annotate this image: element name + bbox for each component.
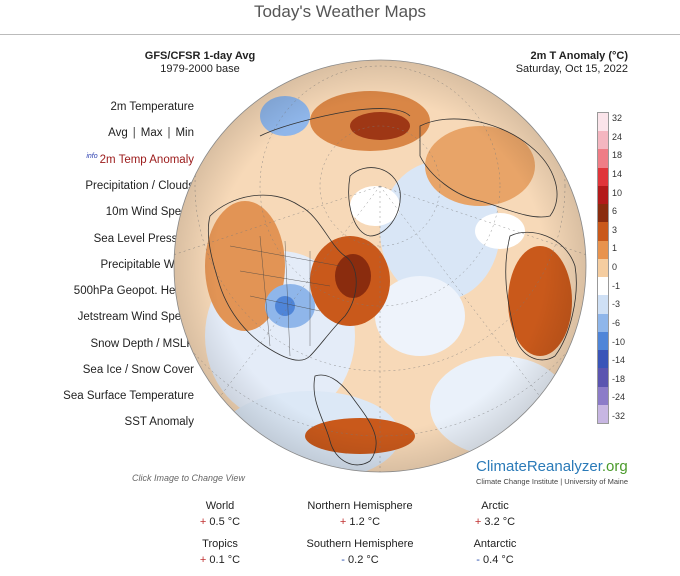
stat-tropics: Tropics + 0.1 °C: [145, 536, 295, 568]
menu-sea-ice[interactable]: Sea Ice / Snow Cover: [82, 364, 194, 376]
page-title: Today's Weather Maps: [0, 0, 680, 35]
click-hint: Click Image to Change View: [132, 473, 245, 483]
stat-world-label: World: [205, 500, 235, 512]
color-scale-swatch: [598, 295, 608, 315]
menu-sea-surface-temp[interactable]: Sea Surface Temperature: [63, 390, 194, 402]
stat-arctic: Arctic + 3.2 °C: [420, 498, 570, 530]
color-scale-swatch: [598, 258, 608, 278]
stat-antarctic-label: Antarctic: [473, 538, 517, 550]
stat-sh-label: Southern Hemisphere: [306, 538, 414, 550]
menu-geopotential-height[interactable]: 500hPa Geopot. Height: [73, 285, 194, 297]
data-source-label: GFS/CFSR 1-day Avg 1979-2000 base: [140, 50, 260, 76]
stat-tropics-sign: +: [199, 554, 207, 566]
menu-precipitable-water[interactable]: Precipitable Water: [100, 259, 194, 271]
color-scale-label: -24: [612, 392, 626, 403]
color-scale-swatch: [598, 404, 608, 424]
stat-southern-hemisphere: Southern Hemisphere - 0.2 °C: [285, 536, 435, 568]
color-scale-swatch: [598, 149, 608, 169]
color-scale-label: 24: [612, 131, 623, 142]
color-scale-swatch: [598, 368, 608, 388]
color-scale-label: 3: [612, 224, 618, 235]
stat-world: World + 0.5 °C: [145, 498, 295, 530]
color-scale-bar: [597, 112, 609, 424]
color-scale-label: 14: [612, 168, 623, 179]
color-scale-swatch: [598, 204, 608, 223]
menu-snow-depth[interactable]: Snow Depth / MSLP: [90, 338, 194, 350]
color-scale-label: 18: [612, 150, 623, 161]
color-scale-swatch: [598, 350, 608, 369]
stat-northern-hemisphere: Northern Hemisphere + 1.2 °C: [285, 498, 435, 530]
menu-sea-level-pressure[interactable]: Sea Level Pressure: [93, 233, 194, 245]
color-scale-label: 0: [612, 262, 618, 272]
color-scale-label: 10: [612, 187, 623, 198]
info-link[interactable]: info: [86, 153, 98, 160]
stat-sh-value: 0.2 °C: [348, 554, 379, 566]
color-scale-label: -18: [612, 373, 626, 384]
stat-antarctic-sign: -: [476, 554, 480, 566]
map-date: Saturday, Oct 15, 2022: [515, 63, 628, 75]
color-scale-label: 1: [612, 243, 618, 254]
menu-precipitation[interactable]: Precipitation / Clouds: [85, 180, 194, 192]
menu-min[interactable]: Min: [175, 127, 194, 139]
menu-2m-temp-anomaly[interactable]: info 2m Temp Anomaly: [86, 153, 194, 166]
variable-name: 2m T Anomaly (°C): [530, 50, 628, 62]
color-scale-label: -1: [612, 280, 621, 291]
color-scale-swatch: [598, 185, 608, 205]
stat-tropics-value: 0.1 °C: [209, 554, 241, 566]
anomaly-globe-map[interactable]: [170, 56, 590, 476]
stat-nh-label: Northern Hemisphere: [307, 500, 413, 512]
color-scale-legend: 32 24 18 14 10 6 3 1 0 -1 -3 -6 -10 -14 -18 -24 -32: [597, 112, 625, 424]
source-baseline: 1979-2000 base: [160, 63, 240, 75]
brand-logo[interactable]: ClimateReanalyzer.org: [476, 458, 628, 475]
institute-label: Climate Change Institute | University of…: [476, 477, 629, 486]
menu-max[interactable]: Max: [140, 127, 163, 139]
map-variable-label: 2m T Anomaly (°C) Saturday, Oct 15, 2022: [516, 50, 628, 76]
color-scale-swatch: [598, 167, 608, 187]
source-name: GFS/CFSR 1-day Avg: [144, 50, 256, 62]
menu-sst-anomaly[interactable]: SST Anomaly: [124, 416, 194, 428]
color-scale-swatch: [598, 331, 608, 351]
stat-antarctic: Antarctic - 0.4 °C: [420, 536, 570, 568]
color-scale-swatch: [598, 113, 608, 132]
color-scale-label: -3: [612, 299, 621, 310]
color-scale-swatch: [598, 386, 608, 406]
stat-tropics-label: Tropics: [202, 538, 238, 550]
menu-2m-temp-anomaly-label: 2m Temp Anomaly: [99, 153, 194, 166]
stat-nh-sign: +: [339, 516, 347, 528]
color-scale-label: -6: [612, 317, 621, 328]
stat-arctic-sign: +: [474, 516, 482, 528]
menu-jetstream[interactable]: Jetstream Wind Speed: [77, 311, 194, 323]
color-scale-label: -10: [612, 336, 626, 347]
color-scale-label: 32: [612, 113, 623, 123]
stat-nh-value: 1.2 °C: [349, 516, 381, 528]
color-scale-label: 6: [612, 206, 618, 217]
brand-tld: .org: [601, 458, 628, 475]
stat-antarctic-value: 0.4 °C: [483, 554, 514, 566]
color-scale-swatch: [598, 277, 608, 296]
color-scale-swatch: [598, 131, 608, 150]
menu-wind-speed[interactable]: 10m Wind Speed: [105, 206, 194, 218]
color-scale-label: -32: [612, 411, 626, 421]
menu-2m-temperature[interactable]: 2m Temperature: [110, 101, 194, 113]
stat-sh-sign: -: [341, 554, 345, 566]
color-scale-swatch: [598, 313, 608, 333]
menu-avg[interactable]: Avg: [108, 127, 128, 139]
stat-arctic-value: 3.2 °C: [484, 516, 516, 528]
brand-name: ClimateReanalyzer: [476, 458, 602, 475]
color-scale-swatch: [598, 222, 608, 242]
stat-arctic-label: Arctic: [481, 500, 509, 512]
menu-avg-max-min: Avg | Max | Min: [108, 127, 194, 139]
color-scale-swatch: [598, 240, 608, 260]
stat-world-value: 0.5 °C: [209, 516, 241, 528]
color-scale-label: -14: [612, 355, 626, 366]
stat-world-sign: +: [199, 516, 207, 528]
